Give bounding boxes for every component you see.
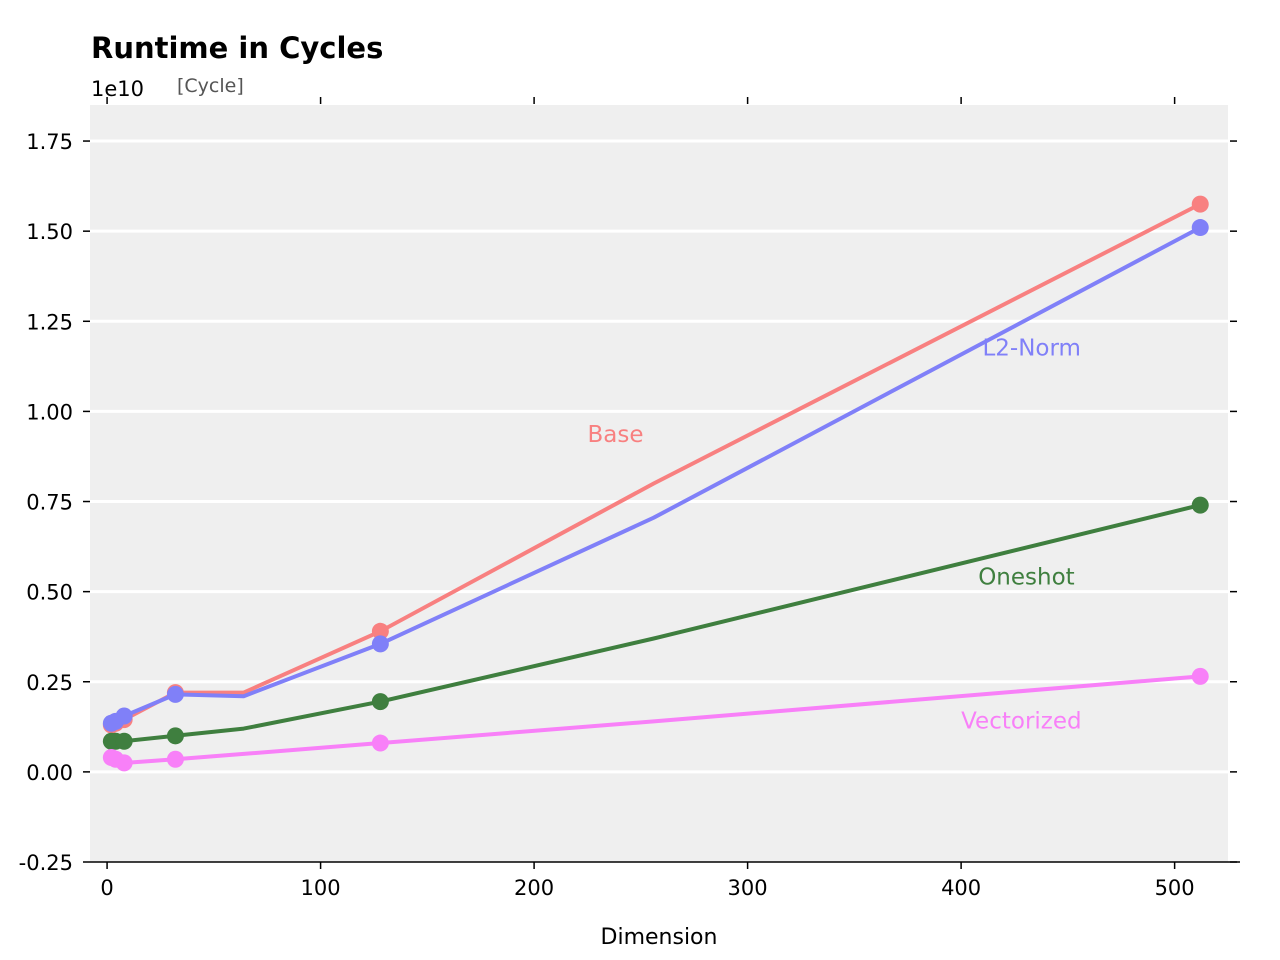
y-tick-label: -0.25 — [19, 851, 73, 875]
y-tick-label: 1.00 — [26, 400, 73, 424]
data-point — [166, 750, 184, 768]
series-layer — [102, 195, 1209, 772]
y-tick-label: 0.50 — [26, 581, 73, 605]
data-point — [115, 707, 133, 725]
plot-background — [90, 105, 1228, 862]
data-point — [115, 732, 133, 750]
data-point — [371, 635, 389, 653]
series-label: Base — [587, 422, 643, 448]
x-axis-label: Dimension — [601, 925, 718, 950]
series-vectorized — [102, 667, 1209, 772]
x-tick-label: 200 — [514, 876, 554, 900]
annotation-layer: Base L2-Norm Oneshot Vectorized — [587, 336, 1081, 735]
x-tick-label: 300 — [728, 876, 768, 900]
y-tick-label: 0.25 — [26, 671, 73, 695]
x-tick-label: 0 — [100, 876, 113, 900]
data-point — [371, 622, 389, 640]
series-l2-norm — [102, 219, 1209, 732]
y-tick-label: 1.75 — [26, 130, 73, 154]
data-point — [115, 754, 133, 772]
y-tick-label: 0.75 — [26, 491, 73, 515]
data-point — [371, 734, 389, 752]
y-tick-label: 1.50 — [26, 220, 73, 244]
series-label: L2-Norm — [982, 336, 1080, 362]
y-offset-text: 1e10 — [91, 77, 144, 101]
x-tick-label: 100 — [301, 876, 341, 900]
series-label: Vectorized — [961, 709, 1082, 735]
x-tick-label: 400 — [941, 876, 981, 900]
data-point — [166, 685, 184, 703]
data-point — [1191, 667, 1209, 685]
data-point — [1191, 219, 1209, 237]
data-point — [371, 693, 389, 711]
data-point — [1191, 195, 1209, 213]
series-label: Oneshot — [978, 564, 1074, 590]
data-point — [1191, 496, 1209, 514]
series-oneshot — [102, 496, 1209, 750]
data-point — [166, 727, 184, 745]
y-tick-label: 1.25 — [26, 310, 73, 334]
axes: 0 100 200 300 400 500 -0.25 0.00 0.25 0.50 0.75 1.0… — [19, 97, 1240, 900]
y-axis-unit-label: [Cycle] — [177, 75, 244, 97]
chart-title: Runtime in Cycles — [91, 31, 383, 65]
x-tick-label: 500 — [1155, 876, 1195, 900]
y-tick-label: 0.00 — [26, 761, 73, 785]
